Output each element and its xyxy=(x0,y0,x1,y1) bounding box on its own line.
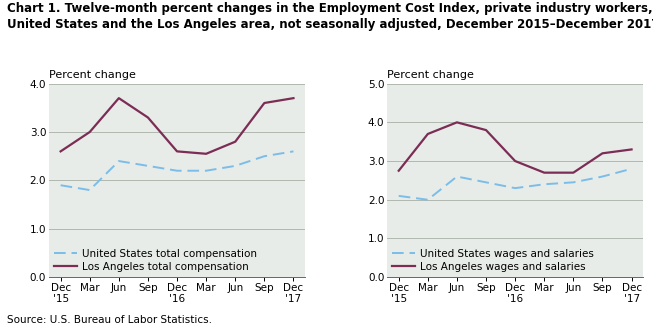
Text: Percent change: Percent change xyxy=(387,71,474,80)
Text: Chart 1. Twelve-month percent changes in the Employment Cost Index, private indu: Chart 1. Twelve-month percent changes in… xyxy=(7,2,652,15)
Text: United States and the Los Angeles area, not seasonally adjusted, December 2015–D: United States and the Los Angeles area, … xyxy=(7,18,653,31)
Text: Percent change: Percent change xyxy=(49,71,136,80)
Text: Source: U.S. Bureau of Labor Statistics.: Source: U.S. Bureau of Labor Statistics. xyxy=(7,315,212,325)
Legend: United States wages and salaries, Los Angeles wages and salaries: United States wages and salaries, Los An… xyxy=(392,249,594,272)
Legend: United States total compensation, Los Angeles total compensation: United States total compensation, Los An… xyxy=(54,249,257,272)
